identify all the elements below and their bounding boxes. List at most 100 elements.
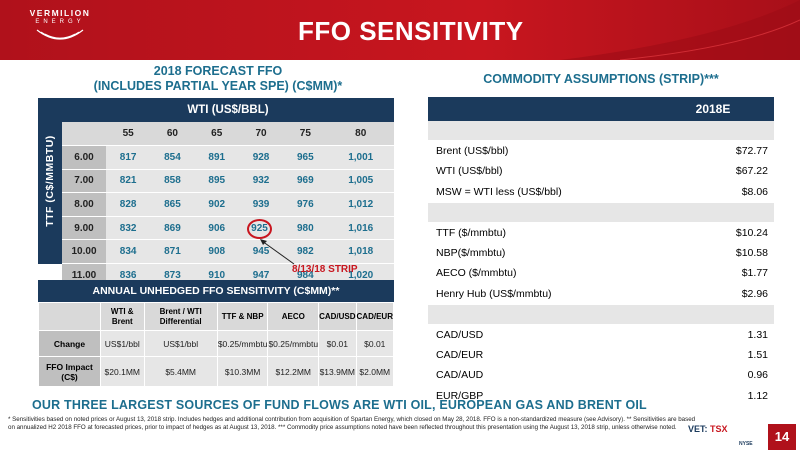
commodity-row: WTI (US$/bbl) $67.22: [428, 161, 774, 183]
commodity-value: $10.58: [735, 247, 768, 260]
impact-cell: $10.3MM: [216, 356, 269, 387]
commodity-label: NBP($/mmbtu): [436, 247, 506, 260]
commodity-value: $72.77: [735, 145, 768, 158]
ffo-header-row: 55 60 65 70 75 80: [62, 122, 394, 147]
ffo-cell: 1,018: [327, 239, 394, 265]
header-swoosh-icon: [560, 0, 800, 60]
ticker: VET: TSX: [688, 424, 728, 434]
footnote: * Sensitivities based on noted prices or…: [8, 416, 696, 431]
commodity-row: CAD/EUR 1.51: [428, 345, 774, 366]
ffo-cell: 1,001: [327, 145, 394, 170]
ffo-section-title: 2018 FORECAST FFO (INCLUDES PARTIAL YEAR…: [40, 64, 396, 94]
sensitivity-impact-row: FFO Impact (C$) $20.1MM $5.4MM $10.3MM $…: [38, 356, 395, 387]
commodity-row: Brent (US$/bbl) $72.77: [428, 141, 774, 162]
strip-highlight-circle: 925: [247, 219, 272, 239]
commodity-spacer-row: [428, 121, 774, 142]
ffo-cell: 939: [238, 192, 284, 217]
tsx-logo: TSX: [710, 424, 728, 434]
sensitivity-table: ANNUAL UNHEDGED FFO SENSITIVITY (C$MM)**…: [38, 280, 395, 387]
commodity-row: CAD/USD 1.31: [428, 324, 774, 346]
ttf-axis-label: TTF (C$/MMBTU): [38, 98, 62, 264]
impact-cell: $20.1MM: [100, 356, 145, 387]
sensitivity-corner-cell: [38, 302, 101, 331]
change-cell: $0.25/mmbtu: [267, 330, 320, 357]
ffo-cell: 908: [194, 239, 239, 265]
commodity-value: 1.31: [747, 328, 768, 341]
commodity-label: TTF ($/mmbtu): [436, 226, 506, 239]
ffo-title-line2: (INCLUDES PARTIAL YEAR SPE) (C$MM)*: [93, 79, 343, 93]
ffo-cell: 969: [283, 169, 328, 194]
sensitivity-title: ANNUAL UNHEDGED FFO SENSITIVITY (C$MM)**: [38, 280, 394, 302]
strip-label: 8/13/18 STRIP: [292, 264, 358, 275]
wti-col-header: 80: [327, 122, 394, 147]
commodity-value: $8.06: [741, 185, 768, 198]
commodity-year-header: 2018E: [428, 97, 774, 121]
impact-cell: $13.9MM: [318, 356, 357, 387]
sensitivity-col-header: AECO: [267, 302, 320, 331]
commodity-value: $10.24: [735, 226, 768, 239]
impact-label: FFO Impact (C$): [38, 356, 101, 387]
ffo-cell: 891: [194, 145, 239, 170]
ffo-table: TTF (C$/MMBTU) WTI (US$/BBL) 55 60 65 70…: [38, 98, 394, 288]
ttf-row-label: 7.00: [62, 169, 106, 194]
commodity-row: Henry Hub (US$/mmbtu) $2.96: [428, 284, 774, 305]
ffo-cell: 871: [150, 239, 195, 265]
commodity-row: NBP($/mmbtu) $10.58: [428, 243, 774, 264]
ffo-cell: 858: [150, 169, 195, 194]
change-cell: $0.25/mmbtu: [216, 330, 269, 357]
strip-arrow-icon: [260, 239, 295, 265]
key-message-banner: OUR THREE LARGEST SOURCES OF FUND FLOWS …: [32, 398, 647, 412]
sensitivity-col-header: TTF & NBP: [216, 302, 269, 331]
ffo-grid: 55 60 65 70 75 80 6.00 817 854 891 928 9…: [62, 122, 394, 288]
wti-col-header: 60: [150, 122, 195, 147]
wti-col-header: 70: [238, 122, 284, 147]
ffo-cell: 928: [238, 145, 284, 170]
commodity-row: MSW = WTI less (US$/bbl) $8.06: [428, 182, 774, 203]
commodity-label: AECO ($/mmbtu): [436, 267, 517, 280]
impact-cell: $2.0MM: [355, 356, 395, 387]
commodity-value: $67.22: [735, 165, 768, 178]
ffo-row: 9.00 832 869 906 943 980 1,016: [62, 216, 394, 241]
ffo-row: 6.00 817 854 891 928 965 1,001: [62, 145, 394, 170]
ffo-cell: 834: [106, 239, 151, 265]
ffo-cell: 1,005: [327, 169, 394, 194]
sensitivity-change-row: Change US$1/bbl US$1/bbl $0.25/mmbtu $0.…: [38, 330, 395, 357]
ttf-row-label: 6.00: [62, 145, 106, 170]
commodity-row: AECO ($/mmbtu) $1.77: [428, 263, 774, 285]
year-label: 2018E: [695, 102, 731, 116]
commodity-spacer-row: [428, 202, 774, 223]
commodity-list: Brent (US$/bbl) $72.77 WTI (US$/bbl) $67.22…: [428, 121, 774, 407]
ttf-row-label: 8.00: [62, 192, 106, 217]
ffo-cell: 902: [194, 192, 239, 217]
sensitivity-col-header: Brent / WTI Differential: [143, 302, 218, 331]
impact-cell: $12.2MM: [267, 356, 320, 387]
wti-col-header: 65: [194, 122, 239, 147]
ffo-cell: 982: [283, 239, 328, 265]
ffo-row: 8.00 828 865 902 939 976 1,012: [62, 192, 394, 217]
commodity-row: EUR/GBP 1.12: [428, 386, 774, 407]
ffo-cell: 965: [283, 145, 328, 170]
nyse-logo: NYSE: [739, 441, 753, 447]
logo-sub: ENERGY: [35, 19, 85, 25]
page-title: FFO SENSITIVITY: [298, 16, 524, 46]
commodity-title: COMMODITY ASSUMPTIONS (STRIP)***: [483, 72, 719, 86]
change-cell: $0.01: [318, 330, 357, 357]
wti-col-header: 55: [106, 122, 151, 147]
ticker-prefix: VET:: [688, 424, 708, 434]
sensitivity-col-header: WTI & Brent: [100, 302, 145, 331]
page-number: 14: [768, 424, 796, 450]
ffo-row: 10.00 834 871 908 945 982 1,018: [62, 239, 394, 265]
commodity-value: 1.51: [747, 348, 768, 361]
ffo-corner-cell: [62, 122, 106, 147]
commodity-label: CAD/USD: [436, 328, 484, 341]
ffo-cell: 828: [106, 192, 151, 217]
header-bar: VERMILION ENERGY FFO SENSITIVITY: [0, 0, 800, 60]
ttf-row-label: 9.00: [62, 216, 106, 241]
sensitivity-header-row: WTI & Brent Brent / WTI Differential TTF…: [38, 302, 395, 331]
ffo-cell: 1,016: [327, 216, 394, 241]
commodity-label: Henry Hub (US$/mmbtu): [436, 287, 552, 300]
ffo-cell: 1,012: [327, 192, 394, 217]
ffo-title-line1: 2018 FORECAST FFO: [153, 64, 283, 78]
ffo-cell: 906: [194, 216, 239, 241]
ffo-cell: 854: [150, 145, 195, 170]
